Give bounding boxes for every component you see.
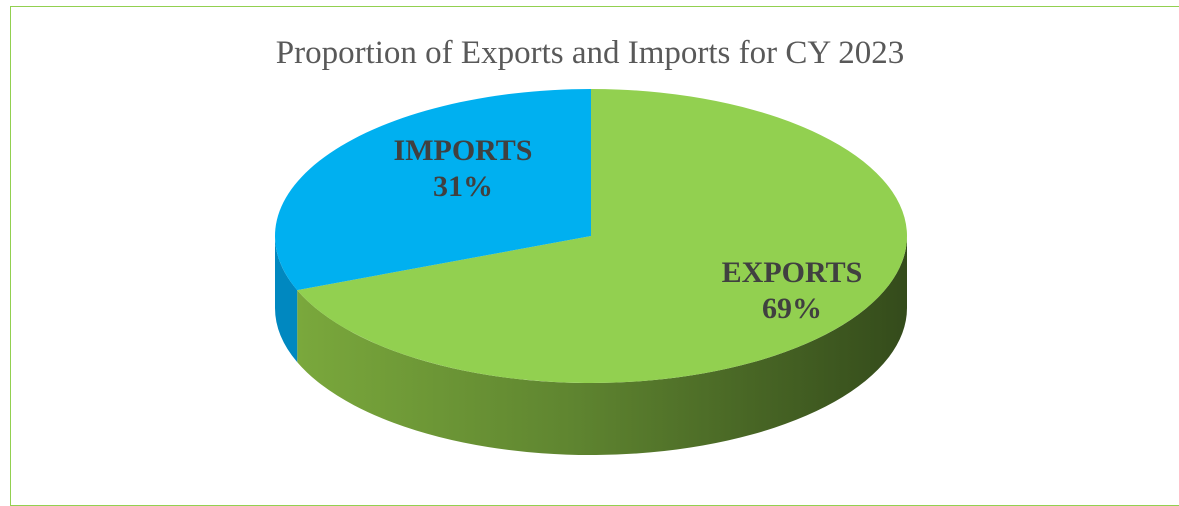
data-label-imports-name: IMPORTS (394, 134, 533, 167)
data-label-imports-value: 31% (433, 170, 493, 203)
data-label-exports-value: 69% (762, 292, 822, 325)
pie-side-imports (275, 236, 298, 363)
pie-slice-imports (275, 89, 591, 291)
data-label-exports-name: EXPORTS (722, 256, 863, 289)
pie-chart: Proportion of Exports and Imports for CY… (275, 35, 908, 456)
chart-title: Proportion of Exports and Imports for CY… (276, 35, 904, 71)
pie-side-exports (297, 236, 908, 456)
pie-slice-exports (297, 89, 907, 384)
